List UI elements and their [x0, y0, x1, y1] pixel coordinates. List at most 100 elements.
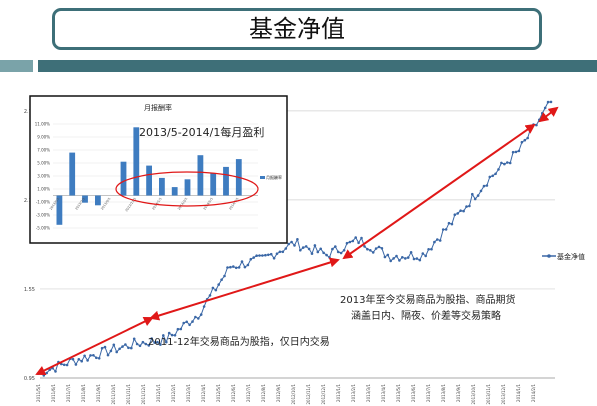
nav-point	[182, 321, 185, 325]
nav-point	[313, 244, 317, 247]
nav-point	[296, 238, 299, 241]
trend-arrow-2014	[538, 106, 559, 123]
nav-point	[95, 356, 98, 360]
nav-point	[86, 359, 89, 362]
nav-point	[167, 331, 171, 335]
nav-point	[127, 346, 130, 350]
nav-point	[348, 240, 352, 244]
nav-point	[223, 274, 226, 278]
x-tick-label: 2012/1/1	[156, 384, 161, 402]
inset-legend: 月报酬率	[260, 174, 282, 180]
nav-point	[482, 184, 486, 188]
nav-point	[179, 327, 183, 331]
nav-point	[485, 184, 489, 187]
nav-point	[226, 266, 229, 269]
x-tick-label: 2013/7/1	[426, 384, 431, 402]
x-tick-label: 2013/10/1	[471, 384, 476, 405]
x-tick-label: 2013/1/1	[336, 384, 341, 402]
x-tick-label: 2011/6/1	[51, 384, 56, 402]
monthly-return-bar	[210, 173, 217, 196]
nav-point	[354, 236, 358, 239]
nav-point	[185, 320, 188, 324]
slide-title: 基金净值	[52, 8, 542, 50]
inset-x-tick-label: 2013/9/1	[100, 197, 111, 211]
chart-legend: 基金净值	[542, 252, 585, 261]
inset-y-tick-label: 9.00%	[37, 135, 50, 140]
x-tick-label: 2012/11/1	[306, 384, 311, 405]
trend-arrow-2012	[149, 257, 340, 321]
x-tick-label: 2012/7/1	[246, 384, 251, 402]
x-tick-label: 2013/11/1	[486, 384, 491, 405]
x-tick-label: 2013/12/1	[501, 384, 506, 405]
nav-point	[506, 161, 509, 164]
x-tick-label: 2011/7/1	[66, 384, 71, 402]
nav-point	[395, 254, 398, 258]
monthly-return-bar	[120, 161, 127, 196]
x-tick-label: 2013/5/1	[396, 384, 401, 402]
nav-point	[287, 242, 291, 246]
monthly-return-bar	[146, 165, 152, 196]
nav-point	[173, 334, 177, 337]
inset-x-tick-label: 2014/1/1	[151, 197, 162, 211]
monthly-return-bar	[69, 152, 76, 196]
header-decor-bar-dark	[38, 60, 597, 72]
nav-point	[342, 249, 346, 252]
nav-point	[249, 257, 253, 261]
nav-point	[462, 209, 465, 213]
annotation-2013-strategy: 2013年至今交易商品为股指、商品期货	[340, 293, 515, 306]
nav-point	[444, 228, 448, 231]
nav-point	[351, 239, 355, 243]
nav-point	[345, 241, 349, 245]
nav-point	[138, 344, 142, 348]
nav-point	[546, 100, 550, 104]
nav-point	[97, 357, 101, 360]
x-tick-label: 2012/2/1	[171, 384, 176, 402]
monthly-return-bar	[171, 187, 178, 196]
nav-point	[170, 333, 174, 337]
nav-point	[494, 172, 497, 176]
inset-title: 月报酬率	[144, 103, 172, 112]
nav-point	[360, 236, 363, 240]
nav-point	[371, 251, 375, 254]
nav-point	[112, 343, 116, 347]
nav-point	[424, 254, 428, 258]
monthly-return-bar	[223, 166, 229, 196]
nav-point	[468, 204, 471, 208]
inset-y-tick-label: -3.00%	[36, 213, 50, 218]
nav-point	[514, 150, 518, 154]
nav-point	[441, 228, 445, 231]
x-tick-label: 2013/2/1	[351, 384, 356, 402]
nav-point	[89, 354, 92, 357]
nav-point	[176, 327, 180, 331]
inset-x-tick-label: 2014/5/1	[202, 197, 213, 211]
x-tick-label: 2012/10/1	[291, 384, 296, 405]
x-tick-label: 2013/3/1	[366, 384, 371, 402]
nav-point	[322, 251, 325, 255]
nav-point	[240, 260, 244, 263]
x-tick-label: 2011/8/1	[81, 384, 86, 402]
x-tick-label: 2011/9/1	[96, 384, 101, 402]
profit-highlight-ellipse	[115, 171, 259, 207]
inset-x-tick-label: 2013/5/1	[49, 197, 60, 211]
inset-x-tick-label: 2014/3/1	[177, 197, 188, 211]
nav-point	[398, 259, 401, 262]
nav-point	[281, 250, 285, 254]
nav-point	[74, 363, 78, 366]
inset-y-tick-label: 7.00%	[37, 148, 50, 153]
nav-point	[62, 363, 66, 367]
nav-point	[124, 343, 127, 346]
inset-y-tick-label: 11.00%	[35, 122, 50, 127]
nav-point	[299, 248, 302, 252]
nav-point	[214, 288, 218, 292]
nav-point	[258, 254, 261, 257]
nav-point	[409, 251, 413, 254]
x-tick-label: 2011/12/1	[141, 384, 146, 405]
monthly-return-bar	[159, 177, 165, 196]
inset-y-tick-label: -5.00%	[36, 226, 50, 231]
inset-y-tick-label: 5.00%	[37, 161, 50, 166]
nav-point	[264, 253, 267, 257]
nav-point	[191, 320, 194, 323]
nav-point	[118, 347, 121, 351]
nav-point	[520, 140, 524, 144]
